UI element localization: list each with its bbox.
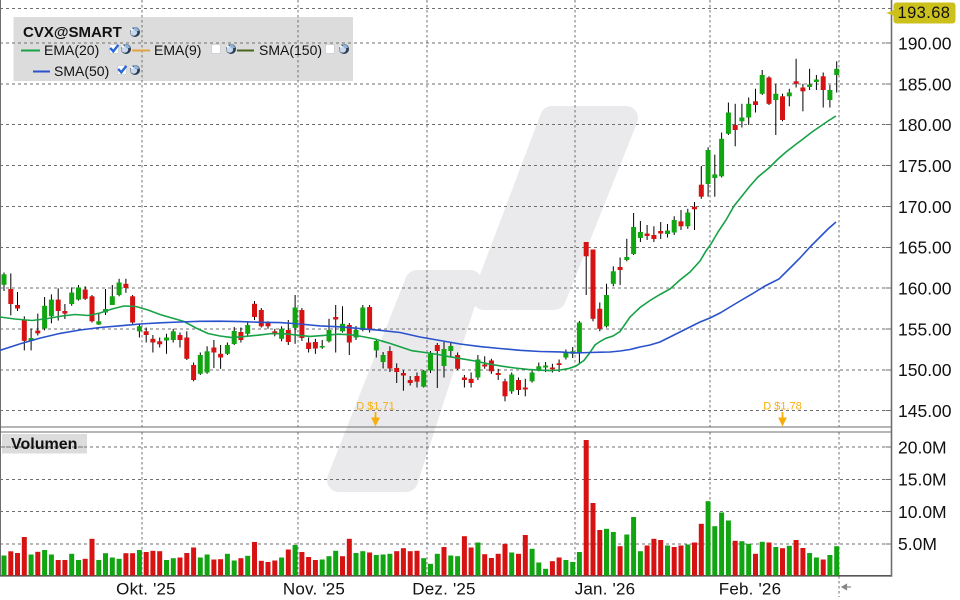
svg-text:150.00: 150.00 xyxy=(898,360,952,380)
svg-text:193.68: 193.68 xyxy=(898,4,951,22)
svg-text:165.00: 165.00 xyxy=(898,238,952,258)
svg-text:SMA(50): SMA(50) xyxy=(54,63,109,79)
svg-text:170.00: 170.00 xyxy=(898,197,952,217)
svg-text:5.0M: 5.0M xyxy=(898,534,937,554)
svg-text:Nov. '25: Nov. '25 xyxy=(283,580,345,599)
svg-text:160.00: 160.00 xyxy=(898,279,952,299)
svg-text:180.00: 180.00 xyxy=(898,115,952,135)
svg-text:Okt. '25: Okt. '25 xyxy=(116,580,176,599)
svg-text:190.00: 190.00 xyxy=(898,33,952,53)
svg-text:10.0M: 10.0M xyxy=(898,502,947,522)
svg-text:155.00: 155.00 xyxy=(898,319,952,339)
svg-text:D $1.78: D $1.78 xyxy=(763,400,802,412)
svg-text:D $1.71: D $1.71 xyxy=(356,400,395,412)
svg-text:185.00: 185.00 xyxy=(898,74,952,94)
svg-text:20.0M: 20.0M xyxy=(898,437,947,457)
svg-text:15.0M: 15.0M xyxy=(898,470,947,490)
svg-text:Feb. '26: Feb. '26 xyxy=(719,580,782,599)
svg-text:Jan. '26: Jan. '26 xyxy=(575,580,636,599)
svg-text:CVX@SMART: CVX@SMART xyxy=(23,24,122,41)
svg-text:EMA(20): EMA(20) xyxy=(44,42,99,58)
svg-text:Volumen: Volumen xyxy=(11,436,77,453)
svg-text:145.00: 145.00 xyxy=(898,401,952,421)
svg-text:175.00: 175.00 xyxy=(898,156,952,176)
svg-text:EMA(9): EMA(9) xyxy=(154,42,201,58)
svg-text:SMA(150): SMA(150) xyxy=(259,42,322,58)
svg-text:Dez. '25: Dez. '25 xyxy=(412,580,475,599)
